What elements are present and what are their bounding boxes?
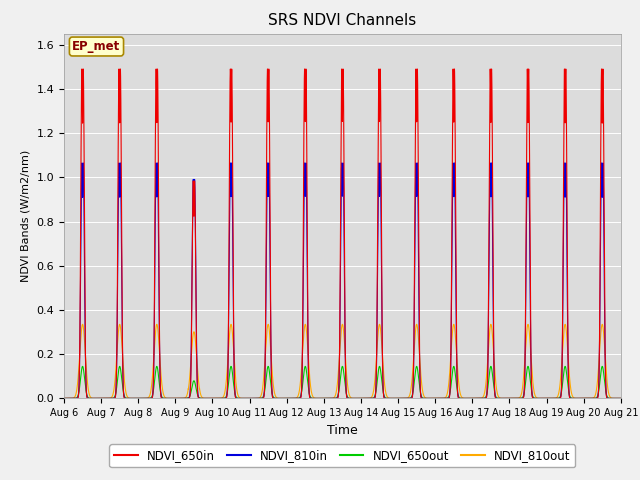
NDVI_650out <box>60 396 68 401</box>
Line: NDVI_650out: NDVI_650out <box>64 366 621 398</box>
NDVI_810out <box>494 392 502 397</box>
NDVI_810out <box>90 396 97 401</box>
NDVI_810out <box>479 395 486 400</box>
NDVI_810in <box>617 396 625 401</box>
NDVI_810in <box>115 160 123 166</box>
NDVI_650in <box>60 396 68 401</box>
NDVI_810in <box>415 350 423 356</box>
NDVI_650out <box>617 396 625 401</box>
NDVI_650in <box>415 345 423 351</box>
NDVI_810out <box>79 322 86 327</box>
Legend: NDVI_650in, NDVI_810in, NDVI_650out, NDVI_810out: NDVI_650in, NDVI_810in, NDVI_650out, NDV… <box>109 444 575 467</box>
NDVI_650out <box>90 396 97 401</box>
NDVI_810in <box>508 396 515 401</box>
Line: NDVI_810in: NDVI_810in <box>64 163 621 398</box>
NDVI_650out <box>79 363 86 369</box>
NDVI_810in <box>89 396 97 401</box>
NDVI_810out <box>415 351 423 357</box>
NDVI_650out <box>508 396 515 401</box>
Text: EP_met: EP_met <box>72 40 120 53</box>
NDVI_650in <box>515 396 523 401</box>
NDVI_650in <box>494 396 502 401</box>
NDVI_810out <box>60 396 68 401</box>
NDVI_650out <box>494 396 502 401</box>
Line: NDVI_650in: NDVI_650in <box>64 69 621 398</box>
NDVI_810in <box>479 396 486 401</box>
NDVI_650in <box>617 396 625 401</box>
NDVI_650in <box>508 396 515 401</box>
X-axis label: Time: Time <box>327 424 358 437</box>
NDVI_650out <box>515 396 523 401</box>
NDVI_650in <box>115 66 123 72</box>
NDVI_650out <box>479 396 486 401</box>
NDVI_810out <box>617 396 625 401</box>
NDVI_810in <box>494 396 502 401</box>
NDVI_650out <box>415 383 423 389</box>
NDVI_650in <box>89 396 97 401</box>
Title: SRS NDVI Channels: SRS NDVI Channels <box>268 13 417 28</box>
Line: NDVI_810out: NDVI_810out <box>64 324 621 398</box>
Y-axis label: NDVI Bands (W/m2/nm): NDVI Bands (W/m2/nm) <box>21 150 31 282</box>
NDVI_810out <box>508 396 515 401</box>
NDVI_810out <box>515 395 523 401</box>
NDVI_650in <box>479 396 486 401</box>
NDVI_810in <box>60 396 68 401</box>
NDVI_810in <box>515 396 523 401</box>
